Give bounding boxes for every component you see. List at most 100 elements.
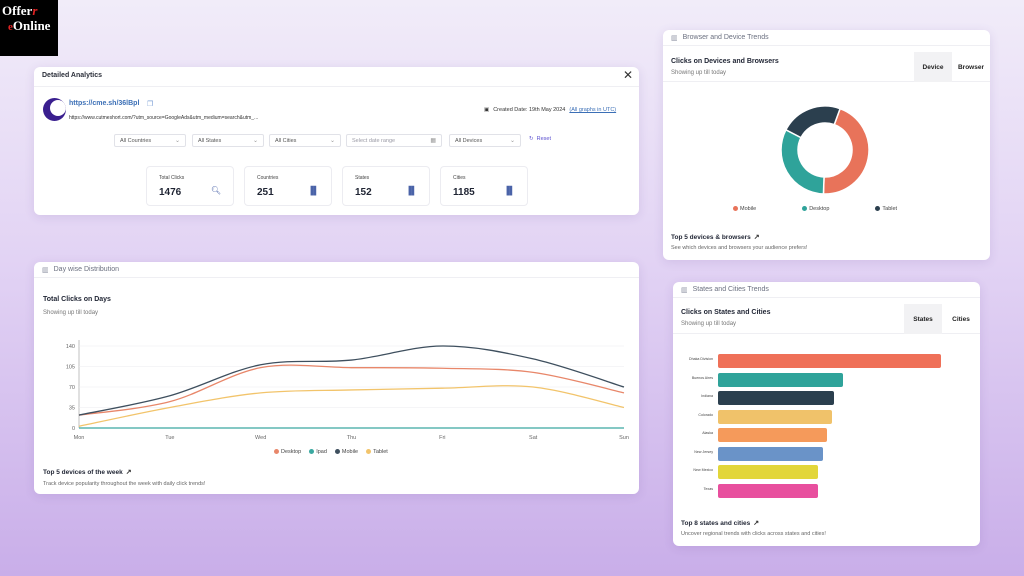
state-filter[interactable]: All States ⌄: [192, 134, 264, 147]
legend-item: Ipad: [309, 449, 327, 455]
chart-header: [673, 304, 980, 334]
tab-device[interactable]: Device: [914, 52, 952, 82]
donut-chart: [780, 105, 870, 195]
bar[interactable]: [718, 354, 941, 368]
created-date-row: ▣ Created Date: 19th May 2024 (All graph…: [484, 107, 616, 113]
x-tick-label: Sun: [619, 435, 629, 441]
trend-icon: ↗: [753, 234, 760, 241]
reset-icon: ↻: [529, 136, 534, 142]
x-tick-label: Tue: [165, 435, 174, 441]
legend-item: Tablet: [366, 449, 388, 455]
legend-swatch: [875, 206, 881, 212]
stat-label: Cities: [453, 175, 466, 181]
bar-category-label: New Jersey: [694, 449, 713, 454]
bar-chart-icon: ▐▌: [405, 186, 417, 195]
created-date: Created Date: 19th May 2024: [493, 107, 566, 113]
stat-value: 251: [257, 187, 274, 198]
panel-header: ▥ Day wise Distribution: [34, 262, 639, 278]
footer-subtitle: Track device popularity throughout the w…: [43, 481, 206, 487]
short-link[interactable]: https://cme.sh/36lBpl: [69, 100, 140, 107]
chart-subtitle: Showing up till today: [681, 321, 737, 327]
chart-title: Clicks on States and Cities: [681, 309, 771, 316]
tab-browser[interactable]: Browser: [957, 63, 984, 71]
bar[interactable]: [718, 428, 828, 442]
trend-icon: ↗: [125, 469, 132, 476]
panel-header: ▥ Browser and Device Trends: [663, 30, 990, 46]
panel-label: Browser and Device Trends: [682, 34, 769, 41]
trend-icon: ↗: [753, 520, 760, 527]
chart-icon: ▥: [671, 34, 678, 42]
donut-slice-tablet: [784, 105, 842, 139]
tab-cities[interactable]: Cities: [952, 315, 970, 323]
y-tick-label: 70: [69, 385, 75, 391]
bar[interactable]: [718, 446, 823, 461]
stat-label: States: [355, 175, 370, 181]
legend-swatch: [366, 449, 372, 455]
legend-item: Mobile: [334, 449, 358, 455]
footer-subtitle: See which devices and browsers your audi…: [671, 245, 808, 251]
bar[interactable]: [718, 409, 832, 424]
bar-chart-icon: ▐▌: [307, 186, 319, 195]
bar-category-label: Buenos Aires: [691, 375, 713, 380]
detailed-analytics-card: Detailed Analytics ✕ https://cme.sh/36lB…: [34, 67, 639, 215]
bar[interactable]: [718, 391, 834, 405]
bar[interactable]: [718, 483, 819, 498]
device-filter[interactable]: All Devices ⌄: [449, 134, 521, 147]
reset-button[interactable]: ↻ Reset: [529, 136, 551, 142]
calendar-icon: ▣: [484, 107, 490, 113]
panel-label: States and Cities Trends: [692, 286, 769, 293]
panel-label: Day wise Distribution: [53, 266, 119, 273]
stat-value: 152: [355, 187, 372, 198]
bar-chart: Dhaka Division Buenos Aires Indiana Colorad…: [673, 348, 980, 498]
bar[interactable]: [718, 372, 843, 387]
filter-label: All Cities: [275, 137, 297, 144]
x-tick-label: Fri: [439, 435, 445, 441]
bar-chart-icon: ▐▌: [503, 186, 515, 195]
x-tick-label: Mon: [74, 435, 85, 441]
chart-legend: Mobile Desktop Tablet: [733, 206, 897, 212]
stat-total-clicks: Total Clicks 1476 🔍︎: [146, 166, 234, 206]
panel-header: ▥ States and Cities Trends: [673, 282, 980, 298]
tab-states[interactable]: States: [904, 304, 942, 334]
x-tick-label: Sat: [529, 435, 538, 441]
bar[interactable]: [718, 465, 819, 479]
utc-link[interactable]: (All graphs in UTC): [569, 107, 617, 113]
divider: [34, 86, 639, 87]
legend-item: Mobile: [733, 206, 756, 212]
chevron-down-icon: ⌄: [252, 138, 258, 144]
y-tick-label: 140: [66, 344, 75, 350]
bar-category-label: Colorado: [698, 412, 713, 417]
close-icon[interactable]: ✕: [622, 68, 633, 82]
stat-label: Total Clicks: [159, 175, 185, 181]
chart-title: Clicks on Devices and Browsers: [671, 58, 779, 65]
filter-label: All Countries: [120, 137, 152, 144]
y-tick-label: 105: [66, 365, 75, 371]
footer-title: Top 5 devices of the week ↗: [43, 469, 132, 476]
filter-label: All States: [198, 137, 222, 144]
legend-item: Desktop: [802, 206, 829, 212]
y-tick-label: 35: [69, 406, 75, 412]
bar-category-label: New Mexico: [693, 468, 713, 472]
filter-label: Select date range: [352, 137, 396, 144]
x-tick-label: Thu: [347, 435, 356, 441]
donut-slice-mobile: [822, 107, 870, 195]
stat-countries: Countries 251 ▐▌: [244, 166, 332, 206]
date-range-picker[interactable]: Select date range ▦: [346, 134, 442, 147]
city-filter[interactable]: All Cities ⌄: [269, 134, 341, 147]
bar-category-label: Texas: [703, 486, 713, 491]
stat-value: 1185: [453, 187, 475, 198]
series-line-mobile: [78, 345, 625, 416]
copy-icon[interactable]: ❐: [147, 101, 154, 108]
chevron-down-icon: ⌄: [174, 138, 180, 144]
chart-subtitle: Showing up till today: [671, 70, 727, 76]
country-filter[interactable]: All Countries ⌄: [114, 134, 186, 147]
legend-item: Desktop: [274, 449, 301, 455]
chart-icon: ▥: [42, 266, 49, 274]
chevron-down-icon: ⌄: [329, 138, 335, 144]
donut-slice-desktop: [780, 128, 825, 195]
logo-line-2: eOnline: [8, 18, 51, 33]
destination-url: https://www.cutmeshort.com/?utm_source=G…: [69, 115, 259, 121]
stat-cities: Cities 1185 ▐▌: [440, 166, 528, 206]
daywise-distribution-card: ▥ Day wise Distribution Total Clicks on …: [34, 262, 639, 494]
line-chart: 0 35 70 105 140 Mon Tue Wed Thu Fri Sat Sun: [66, 340, 629, 441]
